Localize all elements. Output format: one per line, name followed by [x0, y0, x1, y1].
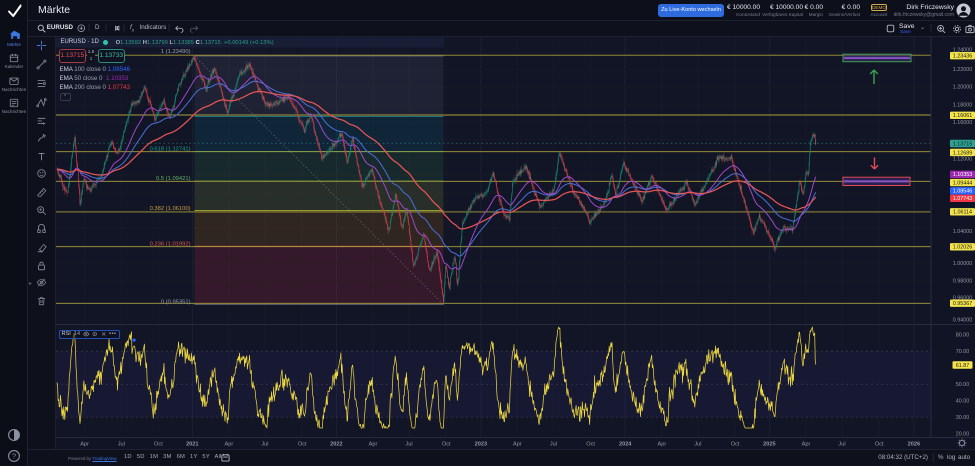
svg-text:1.16061: 1.16061 — [953, 113, 973, 119]
svg-text:40.00: 40.00 — [956, 399, 970, 405]
svg-text:Jul: Jul — [838, 442, 845, 448]
svg-text:Apr: Apr — [225, 442, 234, 448]
svg-text:Jul: Jul — [550, 442, 557, 448]
svg-text:Jul: Jul — [261, 442, 268, 448]
svg-text:Apr: Apr — [513, 442, 522, 448]
svg-text:1.00000: 1.00000 — [953, 261, 973, 267]
svg-text:1.06114: 1.06114 — [953, 210, 972, 216]
svg-text:61.87: 61.87 — [956, 363, 970, 369]
svg-text:0.98000: 0.98000 — [953, 278, 973, 284]
svg-text:1.24000: 1.24000 — [953, 48, 973, 54]
svg-text:20.00: 20.00 — [956, 432, 970, 438]
svg-text:Oct: Oct — [731, 442, 740, 448]
svg-text:1.04000: 1.04000 — [953, 229, 973, 235]
svg-text:1.12000: 1.12000 — [953, 157, 973, 163]
svg-text:1.12689: 1.12689 — [953, 150, 973, 156]
svg-text:1.07743: 1.07743 — [953, 196, 973, 202]
svg-text:1.09444: 1.09444 — [953, 181, 973, 187]
svg-text:2021: 2021 — [186, 442, 198, 448]
svg-text:Oct: Oct — [586, 442, 595, 448]
svg-text:80.00: 80.00 — [956, 333, 970, 339]
svg-text:Oct: Oct — [875, 442, 884, 448]
svg-text:1.20000: 1.20000 — [953, 85, 973, 91]
svg-text:0.618 (1.12741): 0.618 (1.12741) — [150, 147, 191, 153]
svg-text:Apr: Apr — [369, 442, 378, 448]
svg-text:Apr: Apr — [658, 442, 667, 448]
svg-text:Apr: Apr — [802, 442, 811, 448]
svg-text:0.94000: 0.94000 — [953, 317, 973, 323]
svg-text:1.13715: 1.13715 — [953, 141, 973, 147]
svg-text:1.18000: 1.18000 — [953, 102, 973, 108]
svg-text:Oct: Oct — [298, 442, 307, 448]
svg-text:1.23436: 1.23436 — [953, 54, 973, 60]
svg-text:2025: 2025 — [763, 442, 775, 448]
svg-text:0.5 (1.09421): 0.5 (1.09421) — [156, 176, 191, 182]
svg-text:0.96000: 0.96000 — [953, 296, 973, 302]
svg-text:2026: 2026 — [908, 442, 920, 448]
svg-text:1.02026: 1.02026 — [953, 245, 973, 251]
svg-text:0.236 (1.01992): 0.236 (1.01992) — [150, 242, 191, 248]
svg-text:1.16000: 1.16000 — [953, 120, 973, 126]
svg-text:Jul: Jul — [694, 442, 701, 448]
svg-text:Jul: Jul — [118, 442, 125, 448]
svg-text:0.382 (1.06100): 0.382 (1.06100) — [150, 206, 191, 212]
svg-text:1 (1.23490): 1 (1.23490) — [161, 49, 191, 55]
svg-text:2024: 2024 — [619, 442, 632, 448]
svg-text:1.10353: 1.10353 — [953, 172, 973, 178]
svg-text:Apr: Apr — [80, 442, 89, 448]
svg-text:Jul: Jul — [405, 442, 412, 448]
svg-text:0 (0.95351): 0 (0.95351) — [161, 300, 191, 306]
svg-text:2023: 2023 — [475, 442, 487, 448]
svg-text:2022: 2022 — [330, 442, 342, 448]
svg-text:1.08546: 1.08546 — [953, 189, 973, 195]
svg-text:70.00: 70.00 — [956, 349, 970, 355]
svg-text:1.22000: 1.22000 — [953, 67, 973, 73]
svg-text:Oct: Oct — [442, 442, 451, 448]
svg-text:50.00: 50.00 — [956, 382, 970, 388]
svg-text:Oct: Oct — [154, 442, 163, 448]
svg-text:0.95367: 0.95367 — [953, 301, 973, 307]
svg-text:?: ? — [12, 452, 16, 461]
svg-text:30.00: 30.00 — [956, 415, 970, 421]
